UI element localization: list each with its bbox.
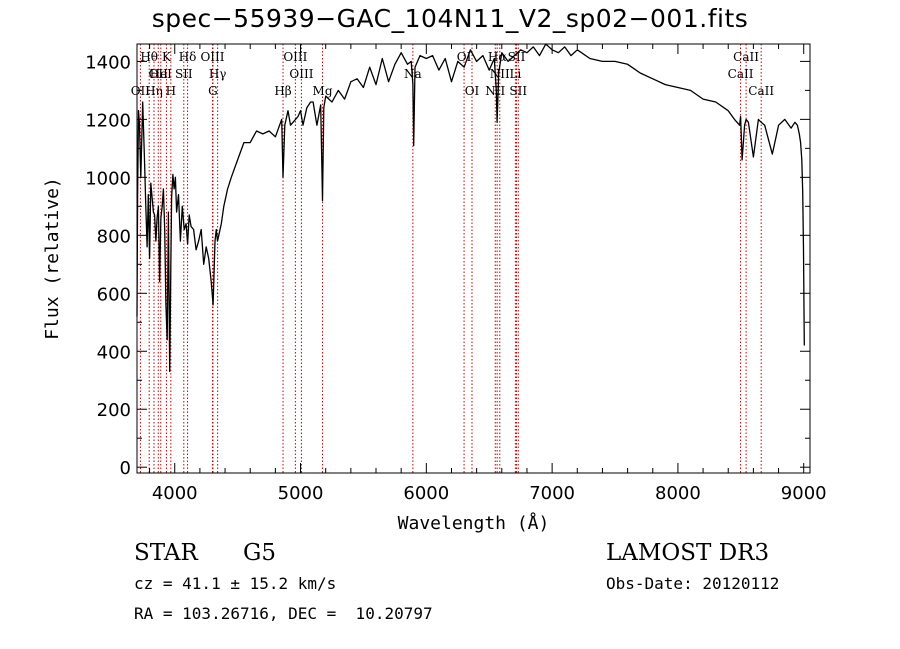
- plot-frame: [136, 43, 811, 474]
- line-label: Hη: [145, 84, 163, 98]
- object-subclass: G5: [243, 540, 277, 566]
- obs-date: Obs-Date: 20120112: [606, 574, 780, 593]
- x-tick-label: 8000: [655, 483, 701, 504]
- line-label: OII: [149, 67, 169, 81]
- object-class: STAR: [134, 540, 198, 566]
- line-label: Hγ: [209, 67, 227, 81]
- line-label: Hβ: [274, 84, 291, 98]
- line-label: OI: [457, 50, 472, 64]
- y-tick-label: 800: [97, 226, 131, 247]
- line-label: OI: [465, 84, 480, 98]
- line-label: Li: [509, 67, 521, 81]
- redshift-text: cz = 41.1 ± 15.2 km/s: [134, 574, 337, 593]
- line-markers: [139, 44, 762, 473]
- line-label: K: [162, 50, 172, 64]
- line-label: CaII: [728, 67, 754, 81]
- line-label: Hδ: [179, 50, 197, 64]
- y-tick-label: 600: [97, 284, 131, 305]
- spectrum-line: [136, 43, 805, 373]
- line-label: SII: [175, 67, 193, 81]
- line-label: Hθ: [140, 50, 158, 64]
- line-label: OIII: [283, 50, 307, 64]
- y-tick-label: 200: [97, 400, 131, 421]
- y-tick-label: 1000: [85, 168, 131, 189]
- line-label: H: [166, 84, 176, 98]
- x-tick-label: 4000: [152, 483, 198, 504]
- line-label: Na: [404, 67, 422, 81]
- coordinates: RA = 103.26716, DEC = 10.20797: [134, 604, 433, 623]
- y-axis-title: Flux (relative): [42, 177, 63, 340]
- y-tick-label: 400: [97, 342, 131, 363]
- line-label: Mg: [313, 84, 333, 98]
- line-label: CaII: [748, 84, 774, 98]
- line-label: NII: [485, 84, 505, 98]
- line-label: OIII: [200, 50, 224, 64]
- y-tick-label: 0: [120, 458, 131, 479]
- line-label: OII: [131, 84, 151, 98]
- x-tick-label: 7000: [529, 483, 575, 504]
- line-label: HeI: [150, 67, 173, 81]
- x-axis-title: Wavelength (Å): [398, 512, 550, 534]
- line-label: NII: [490, 67, 510, 81]
- x-tick-label: 5000: [278, 483, 324, 504]
- line-label: SII: [508, 50, 526, 64]
- plot-border: [136, 43, 811, 474]
- axis-ticks: 4000 5000 6000 7000 8000 9000 0 200 400 600 800 100…: [85, 44, 827, 504]
- line-label: G: [208, 84, 218, 98]
- x-tick-label: 9000: [781, 483, 827, 504]
- line-label: CaII: [733, 50, 759, 64]
- x-tick-label: 6000: [403, 483, 449, 504]
- spectrum-series: [136, 43, 805, 373]
- y-tick-label: 1400: [85, 52, 131, 73]
- axis-titles: Wavelength (Å) Flux (relative): [42, 177, 549, 534]
- line-label: Hα: [488, 50, 507, 64]
- line-label: OIII: [289, 67, 313, 81]
- chart-title: spec−55939−GAC_104N11_V2_sp02−001.fits: [151, 4, 749, 33]
- survey-name: LAMOST DR3: [606, 540, 770, 566]
- line-label: SII: [509, 84, 527, 98]
- y-tick-label: 1200: [85, 110, 131, 131]
